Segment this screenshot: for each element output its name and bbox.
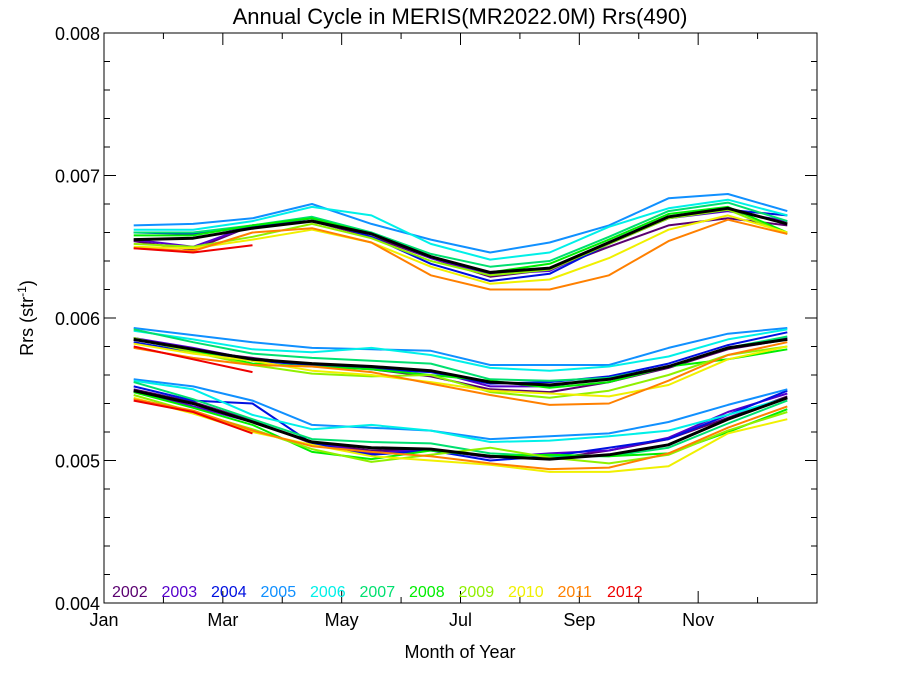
series-layer (133, 193, 788, 473)
legend-item-2010: 2010 (508, 584, 544, 601)
series-line-lower-2006 (133, 379, 788, 443)
series-line-middle-mean (133, 337, 788, 387)
legend-item-2003: 2003 (162, 584, 198, 601)
legend-item-2008: 2008 (409, 584, 445, 601)
y-tick-label: 0.004 (55, 594, 100, 614)
series-line-lower-2005 (133, 378, 788, 441)
series-line-middle-2012 (133, 345, 253, 374)
series-line-middle-2010 (133, 342, 788, 398)
series-line-lower-mean (133, 389, 788, 461)
series-line-lower-2012 (133, 399, 253, 435)
axes: 0.004 0.005 0.006 0.007 0.008 Jan Mar May Jul Sep… (55, 24, 817, 630)
series-line-upper-2005 (133, 193, 788, 254)
series-line-upper-mean (133, 206, 788, 274)
y-tick-label: 0.006 (55, 309, 100, 329)
series-line-middle-2011 (133, 341, 788, 406)
x-tick-label: Nov (682, 610, 714, 630)
legend-item-2007: 2007 (360, 584, 396, 601)
x-axis-label: Month of Year (404, 642, 515, 662)
series-line-middle-2006 (133, 328, 788, 372)
y-axis-label-close: ) (17, 280, 37, 286)
x-tick-label: Sep (563, 610, 595, 630)
y-tick-label: 0.007 (55, 167, 100, 187)
legend-item-2011: 2011 (558, 584, 593, 601)
series-line-lower-2007 (133, 381, 788, 458)
x-tick-label: Mar (207, 610, 238, 630)
legend: 2002 2003 2004 2005 2006 2007 2008 2009 2010 2011… (112, 584, 643, 601)
series-line-upper-2006 (133, 198, 788, 261)
x-tick-label: Jan (89, 610, 118, 630)
y-tick-label: 0.005 (55, 452, 100, 472)
legend-item-2006: 2006 (310, 584, 346, 601)
series-line-upper-2011 (133, 218, 788, 291)
legend-item-2002: 2002 (112, 584, 148, 601)
y-axis-label: Rrs (str-1) (15, 280, 37, 356)
x-tick-label: Jul (449, 610, 472, 630)
series-line-lower-2011 (133, 398, 788, 471)
legend-item-2004: 2004 (211, 584, 247, 601)
x-tick-label: May (325, 610, 359, 630)
series-line-upper-2012 (133, 244, 253, 254)
chart-title: Annual Cycle in MERIS(MR2022.0M) Rrs(490… (233, 4, 688, 29)
y-tick-label: 0.008 (55, 24, 100, 44)
legend-item-2005: 2005 (261, 584, 297, 601)
series-line-middle-2005 (133, 327, 788, 366)
y-axis-label-superscript: -1 (15, 286, 29, 297)
series-line-upper-2010 (133, 214, 788, 285)
y-axis-label-main: Rrs (str (17, 297, 37, 356)
plot-frame (103, 32, 818, 604)
legend-item-2009: 2009 (459, 584, 495, 601)
series-line-lower-2004 (133, 385, 788, 462)
legend-item-2012: 2012 (607, 584, 643, 601)
